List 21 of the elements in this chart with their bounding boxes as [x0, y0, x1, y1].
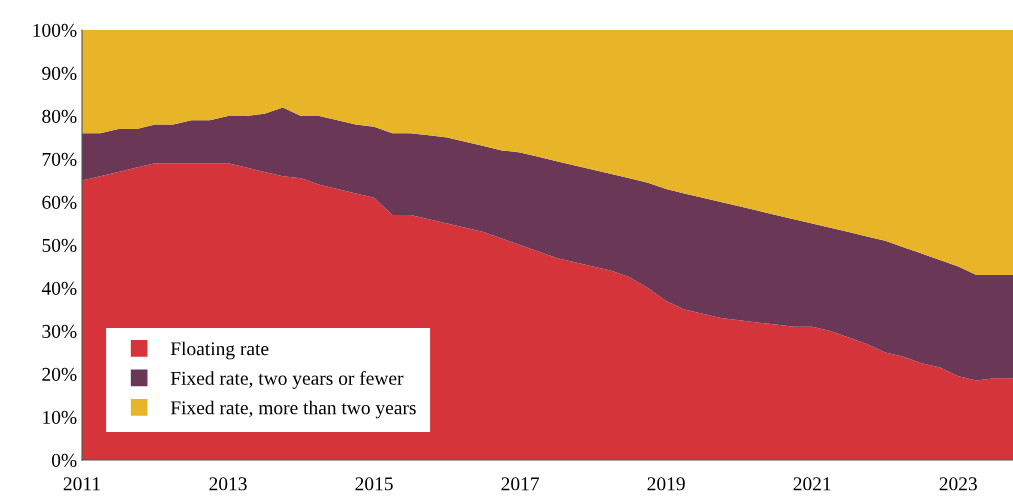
y-tick-label: 70%: [42, 152, 77, 166]
y-tick-label: 50%: [42, 238, 77, 252]
x-tick-label: 2013: [209, 477, 247, 491]
x-tick-label: 2017: [501, 477, 539, 491]
x-tick-label: 2011: [63, 477, 100, 491]
legend-label: Fixed rate, more than two years: [170, 400, 416, 419]
y-tick-label: 10%: [43, 410, 77, 424]
y-tick-label: 30%: [42, 324, 77, 338]
y-tick-label: 60%: [42, 195, 77, 209]
x-tick-label: 2019: [647, 477, 685, 491]
y-tick-label: 0%: [51, 453, 77, 467]
y-tick-label: 80%: [42, 109, 77, 123]
y-tick-label: 90%: [42, 66, 77, 80]
legend-label: Floating rate: [170, 341, 269, 360]
x-tick-label: 2023: [939, 477, 977, 491]
y-tick-label: 40%: [41, 281, 77, 295]
legend-label: Fixed rate, two years or fewer: [170, 370, 404, 389]
y-tick-label: 100%: [33, 23, 77, 37]
y-tick-label: 20%: [42, 367, 77, 381]
x-tick-label: 2015: [355, 477, 393, 491]
x-tick-label: 2021: [793, 477, 831, 491]
